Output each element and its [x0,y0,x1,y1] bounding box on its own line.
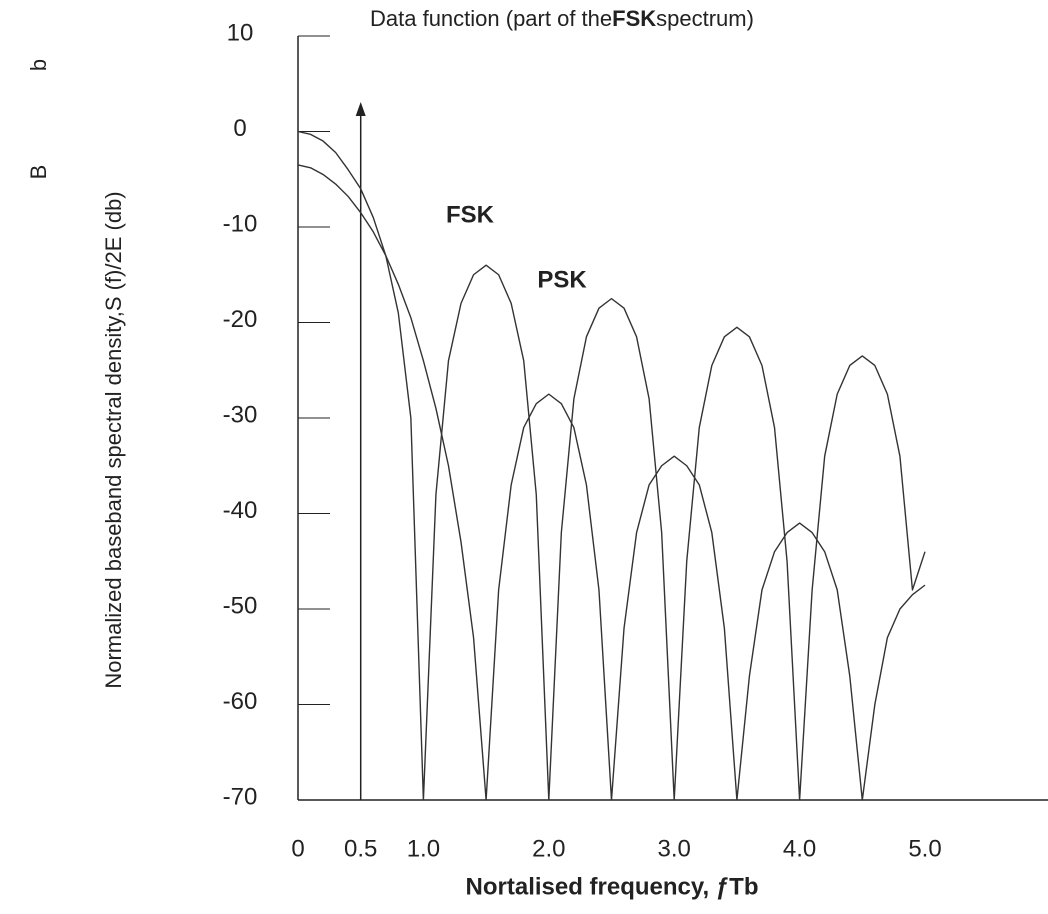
x-tick-label: 3.0 [658,835,691,862]
series-annotation: FSK [446,201,495,228]
title-prefix: Data function (part of the [370,6,612,31]
y-label-subscript: B [26,165,51,180]
x-tick-label: 2.0 [532,835,565,862]
y-tick-label: 0 [233,115,246,142]
y-tick-label: -50 [223,592,258,619]
y-tick-label: -40 [223,497,258,524]
y-tick-label: -30 [223,401,258,428]
y-tick-label: -10 [223,210,258,237]
title-emphasis: FSK [612,6,656,31]
title-suffix: spectrum) [656,6,754,31]
chart-title: Data function (part of theFSKspectrum) [370,6,754,31]
x-tick-label: 0 [291,835,304,862]
y-label-subscript: b [26,59,51,71]
x-tick-label: 1.0 [407,835,440,862]
y-tick-label: 10 [227,19,254,46]
arrow-head [355,102,366,116]
x-tick-label: 5.0 [908,835,941,862]
x-tick-label: 0.5 [344,835,377,862]
series-line [297,164,926,801]
y-tick-label: -60 [223,688,258,715]
series-line [297,130,926,801]
y-tick-label: -70 [223,783,258,810]
y-tick-label: -20 [223,306,258,333]
y-axis-label: Normalized baseband spectral density,S (… [101,191,126,688]
x-tick-label: 4.0 [783,835,816,862]
x-axis-label: Nortalised frequency, ƒTb [466,873,759,900]
series-annotation: PSK [537,266,587,293]
